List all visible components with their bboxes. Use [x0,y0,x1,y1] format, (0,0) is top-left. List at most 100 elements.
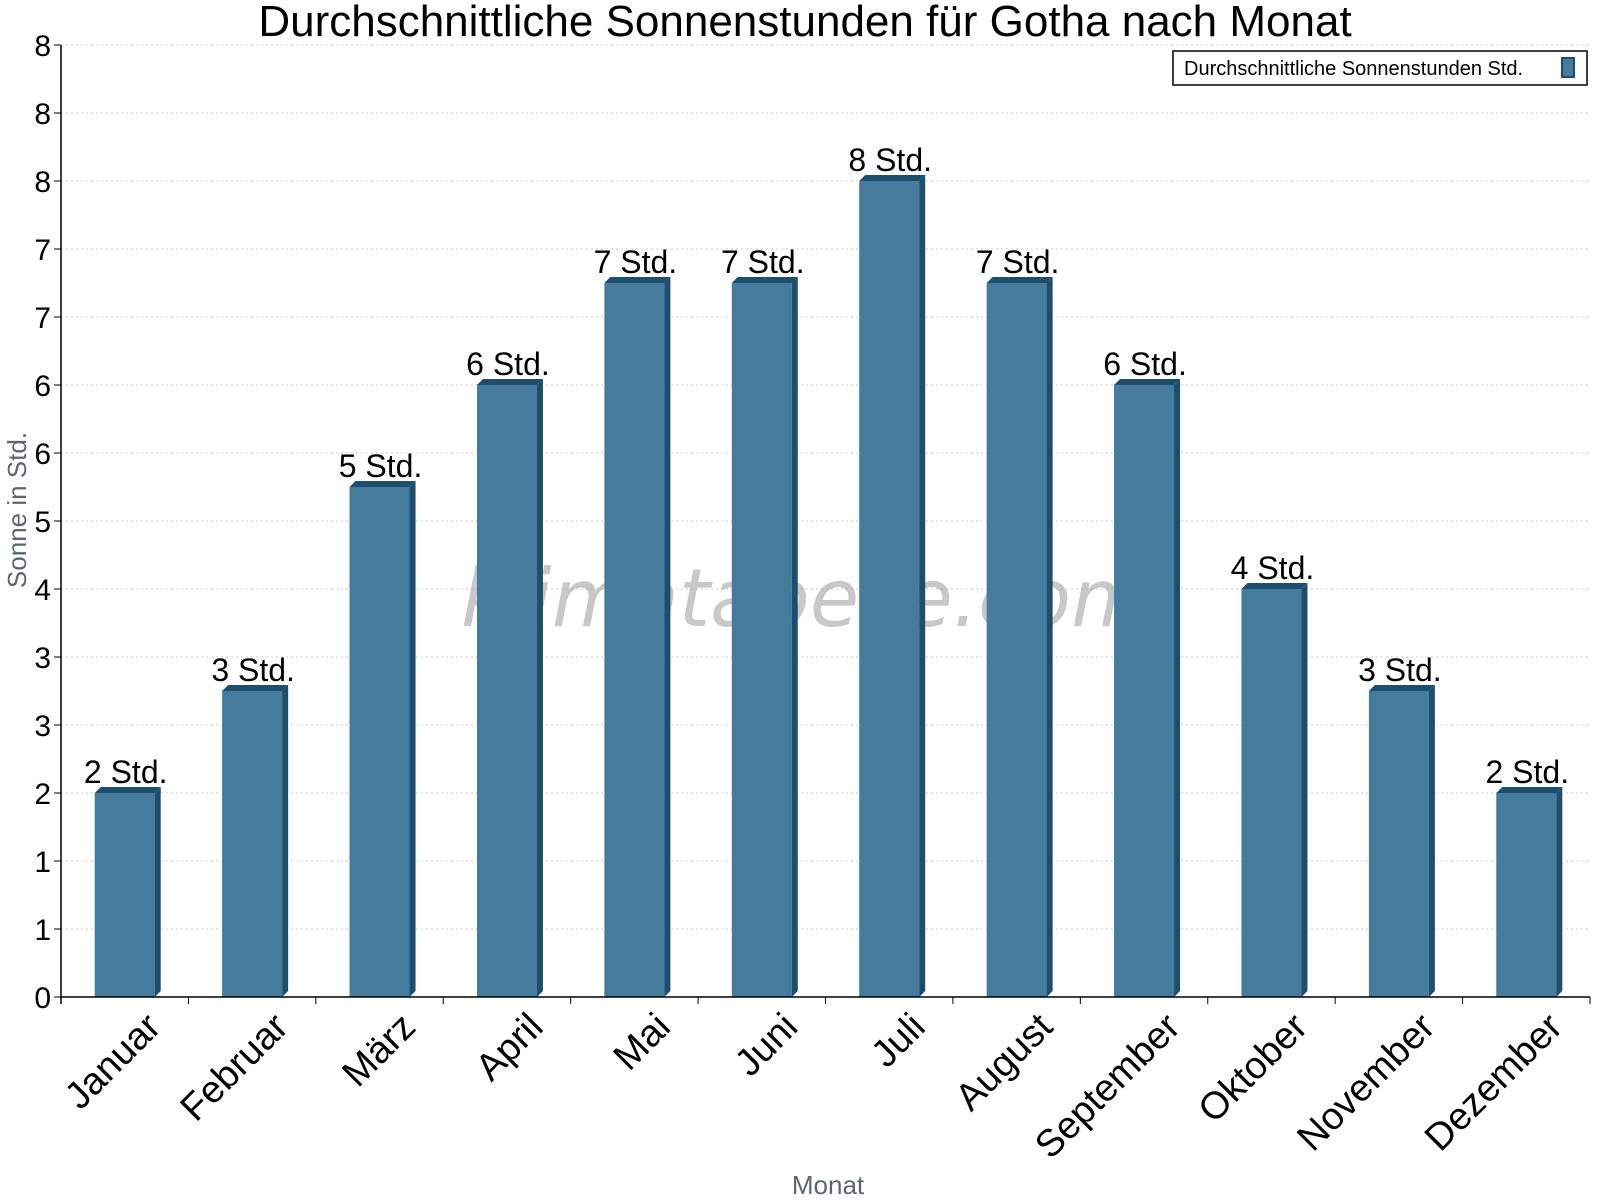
bar-side [791,277,798,997]
bar-face [94,793,155,997]
chart-title: Durchschnittliche Sonnenstunden für Goth… [258,0,1351,46]
bar-face [1241,589,1302,997]
data-label: 2 Std. [1485,754,1569,790]
x-tick-labels: Januar Februar März April Mai Juni Juli AugustS… [57,1005,1571,1166]
legend: Durchschnittliche Sonnenstunden Std. [1172,50,1588,86]
x-axis-title: Monat [792,1170,865,1200]
bar-side [1301,583,1308,997]
bar-top [349,481,416,487]
data-label: 4 Std. [1231,550,1315,586]
gridlines [61,44,1590,930]
x-tick-label: April [468,1006,551,1089]
y-tick-label: 1 [34,914,51,947]
axes [54,44,1591,1004]
bar-face [731,283,792,997]
y-tick-label: 6 [34,370,51,403]
data-label: 6 Std. [466,346,550,382]
y-axis-title: Sonne in Std. [2,432,32,588]
bar-side [536,379,543,997]
bar-top [986,277,1053,283]
data-label: 7 Std. [721,244,805,280]
bar [986,277,1053,997]
y-tick-label: 3 [34,642,51,675]
y-tick-label: 1 [34,846,51,879]
y-tick-label: 8 [34,166,51,199]
bar-top [1241,583,1308,589]
bar [349,481,416,997]
y-tick-label: 3 [34,710,51,743]
y-tick-label: 2 [34,778,51,811]
data-label: 2 Std. [84,754,168,790]
bar-side [1428,685,1435,997]
y-tick-label: 8 [34,98,51,131]
y-tick-label: 4 [34,574,51,607]
y-tick-label: 6 [34,438,51,471]
x-tick-label: November [1290,1005,1444,1159]
bar-top [859,175,926,181]
bar-top [94,787,161,793]
bars [94,175,1563,997]
bar-face [604,283,665,997]
x-tick-label: Februar [173,1005,297,1129]
bar-face [1496,793,1557,997]
bar-face [986,283,1047,997]
bar-top [476,379,543,385]
bar [1241,583,1308,997]
bar-face [1368,691,1429,997]
bar [1368,685,1435,997]
y-tick-label: 7 [34,234,51,267]
legend-box [1172,50,1588,86]
bar-side [409,481,416,997]
data-label: 3 Std. [211,652,295,688]
y-tick-label: 5 [34,506,51,539]
bar-top [604,277,671,283]
bar [222,685,289,997]
bar [476,379,543,997]
y-tick-label: 8 [34,30,51,63]
bar-face [476,385,537,997]
x-tick-label: Mai [606,1006,679,1079]
bar [859,175,926,997]
bar [94,787,161,997]
x-tick-label: Juli [864,1006,934,1076]
data-label: 7 Std. [594,244,678,280]
x-tick-label: März [334,1006,423,1095]
data-labels: 2 Std. 3 Std. 5 Std. 6 Std. 7 Std. 7 Std. 8 St… [84,142,1569,790]
bar-side [1046,277,1053,997]
bar-top [731,277,798,283]
x-tick-label: August [948,1005,1062,1119]
y-tick-label: 7 [34,302,51,335]
bar-top [1114,379,1181,385]
bar-top [1368,685,1435,691]
bar [731,277,798,997]
bar [1496,787,1563,997]
bar-side [1174,379,1181,997]
bar [1114,379,1181,997]
bar-top [1496,787,1563,793]
data-label: 5 Std. [339,448,423,484]
x-tick-label: Januar [57,1005,169,1117]
bar-face [349,487,410,997]
x-tick-label: Dezember [1417,1005,1571,1159]
x-tick-label: Juni [727,1006,806,1085]
y-tick-label: 0 [34,982,51,1015]
data-label: 7 Std. [976,244,1060,280]
bar [604,277,671,997]
data-label: 3 Std. [1358,652,1442,688]
bar-side [154,787,161,997]
bar-side [282,685,289,997]
bar-side [664,277,671,997]
data-label: 8 Std. [848,142,932,178]
bar-top [222,685,289,691]
legend-swatch [1561,57,1575,78]
y-tick-labels: 0 1 1 2 3 3 4 5 6 6 7 7 8 8 8 [34,30,51,1015]
bar-face [222,691,283,997]
bar-face [859,181,920,997]
bar-face [1114,385,1175,997]
x-tick-label: Oktober [1191,1005,1317,1131]
data-label: 6 Std. [1103,346,1187,382]
legend-label: Durchschnittliche Sonnenstunden Std. [1184,58,1523,80]
bar-side [1556,787,1563,997]
bar-side [919,175,926,997]
